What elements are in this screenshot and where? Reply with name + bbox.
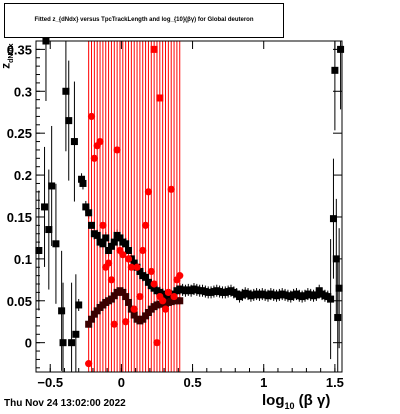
data-point-square xyxy=(176,297,184,305)
data-point-square xyxy=(136,267,144,275)
data-point-square xyxy=(52,240,60,248)
data-point-square xyxy=(99,240,107,248)
data-point-circle xyxy=(113,146,121,154)
data-point-square xyxy=(335,284,343,292)
data-point-square xyxy=(107,242,115,250)
x-axis-ticks: −0.5 0 0.5 1 1.5 xyxy=(35,41,344,390)
data-point-circle xyxy=(122,318,130,326)
x-tick-label: 1.5 xyxy=(326,375,344,390)
data-point-circle xyxy=(161,305,170,313)
data-point-circle xyxy=(127,263,135,271)
y-tick-label: 0.05 xyxy=(7,294,32,309)
data-point-circle xyxy=(96,137,104,146)
data-point-square xyxy=(79,179,87,187)
title-box: Fitted z_{dNdx} versus TpcTrackLength an… xyxy=(4,3,284,38)
data-point-circle xyxy=(167,185,175,193)
data-point-circle xyxy=(144,188,153,196)
data-point-square xyxy=(75,301,83,309)
data-point-square xyxy=(327,295,335,303)
data-point-circle xyxy=(159,297,167,305)
y-axis-label: zdN/dx xyxy=(0,43,15,68)
data-point-circle xyxy=(136,292,144,301)
data-point-square xyxy=(45,226,53,234)
y-tick-label: 0.25 xyxy=(7,126,32,141)
data-point-circle xyxy=(139,246,147,255)
data-point-circle xyxy=(141,221,150,229)
data-point-circle xyxy=(124,255,133,263)
data-point-square xyxy=(150,45,158,53)
data-point-square xyxy=(312,291,320,299)
data-point-square xyxy=(334,314,342,322)
x-axis-label: log10 (β γ) xyxy=(262,392,331,411)
data-point-square xyxy=(329,215,337,223)
x-tick-label: −0.5 xyxy=(37,375,63,390)
data-point-square xyxy=(68,339,76,347)
data-point-circle xyxy=(176,272,184,280)
data-point-square xyxy=(105,246,113,254)
data-point-square xyxy=(58,307,66,315)
data-point-square xyxy=(119,288,127,296)
data-point-square xyxy=(88,315,96,323)
x-axis-label-sub: 10 xyxy=(284,401,295,411)
data-point-square xyxy=(70,138,78,146)
y-axis-ticks: 0 0.05 0.1 0.15 0.2 0.25 0.3 0.35 xyxy=(7,42,342,369)
data-point-square xyxy=(156,94,164,102)
data-point-square xyxy=(142,273,150,281)
data-point-square xyxy=(125,246,133,254)
data-point-square xyxy=(48,182,56,190)
y-axis-label-sub: dN/dx xyxy=(7,43,15,63)
data-point-circle xyxy=(99,221,107,229)
data-point-square xyxy=(93,231,101,239)
data-point-square xyxy=(130,311,138,319)
data-point-circle xyxy=(104,259,113,267)
data-point-square xyxy=(331,66,339,74)
data-point-square xyxy=(122,240,130,248)
data-point-circle xyxy=(150,280,158,288)
data-point-square xyxy=(88,221,96,229)
data-point-square xyxy=(110,238,118,246)
timestamp-footer: Thu Nov 24 13:02:00 2022 xyxy=(4,398,126,409)
y-tick-label: 0.2 xyxy=(14,168,32,183)
data-point-circle xyxy=(85,360,93,368)
data-point-square xyxy=(85,209,93,217)
data-point-circle xyxy=(147,267,155,276)
y-tick-label: 0.35 xyxy=(7,42,32,57)
data-point-circle xyxy=(90,154,98,162)
y-tick-label: 0.15 xyxy=(7,210,32,225)
data-point-square xyxy=(59,339,67,347)
data-point-square xyxy=(85,320,93,328)
data-point-circle xyxy=(164,288,172,296)
data-point-square xyxy=(41,203,49,211)
data-point-square xyxy=(102,234,110,242)
data-point-circle xyxy=(153,339,161,347)
chart-title: Fitted z_{dNdx} versus TpcTrackLength an… xyxy=(34,17,254,23)
data-point-square xyxy=(130,259,138,267)
data-point-square xyxy=(122,293,130,301)
data-point-circle xyxy=(119,251,127,259)
data-point-square xyxy=(72,330,80,338)
y-tick-label: 0.3 xyxy=(14,84,32,99)
data-point-square xyxy=(82,203,90,211)
y-tick-label: 0 xyxy=(25,336,32,351)
data-point-circle xyxy=(107,276,116,284)
data-point-square xyxy=(62,87,70,95)
red-vertical-lines xyxy=(88,41,181,372)
x-tick-label: 0 xyxy=(118,375,125,390)
x-tick-label: 1 xyxy=(260,375,267,390)
data-point-circle xyxy=(110,320,118,328)
data-point-square xyxy=(125,298,133,306)
data-point-circle xyxy=(87,112,96,121)
x-tick-label: 0.5 xyxy=(184,375,202,390)
data-markers xyxy=(35,37,345,368)
plot-frame xyxy=(35,40,343,373)
data-point-circle xyxy=(130,305,138,313)
data-point-square xyxy=(65,117,73,125)
y-tick-label: 0.1 xyxy=(14,252,32,267)
data-point-circle xyxy=(170,292,178,301)
data-point-square xyxy=(116,234,124,242)
data-point-square xyxy=(78,175,86,183)
data-point-circle xyxy=(133,263,141,271)
